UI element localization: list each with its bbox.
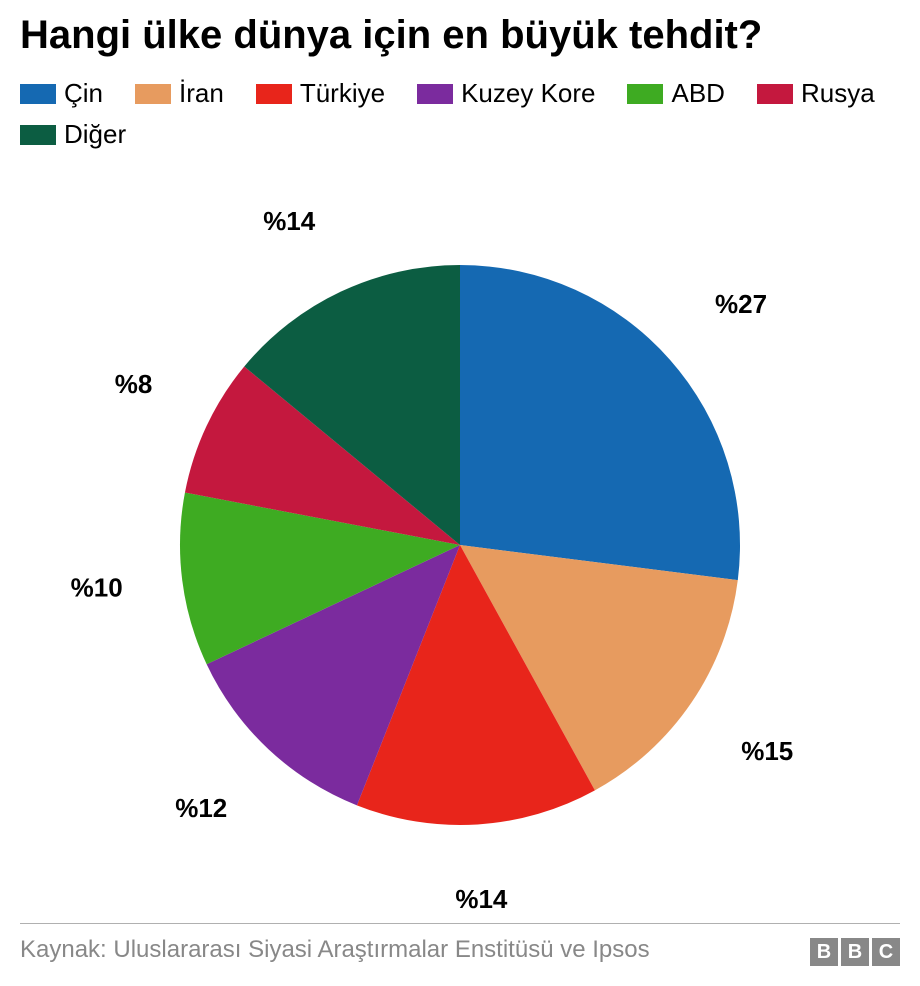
legend-label: Türkiye (300, 78, 385, 109)
slice-label: %15 (741, 736, 793, 767)
legend-label: Kuzey Kore (461, 78, 595, 109)
slice-label: %10 (71, 572, 123, 603)
pie-chart: %27%15%14%12%10%8%14 (20, 170, 900, 870)
bbc-logo: BBC (810, 934, 900, 966)
legend-item: Kuzey Kore (417, 78, 595, 109)
legend: Çin İran Türkiye Kuzey Kore ABD Rusya Diğer (20, 78, 900, 150)
slice-label: %14 (455, 884, 507, 915)
legend-label: İran (179, 78, 224, 109)
pie-slice (460, 265, 740, 580)
legend-label: Çin (64, 78, 103, 109)
footer: Kaynak: Uluslararası Siyasi Araştırmalar… (20, 923, 900, 966)
source-text: Kaynak: Uluslararası Siyasi Araştırmalar… (20, 934, 790, 965)
legend-item: Çin (20, 78, 103, 109)
legend-swatch (20, 125, 56, 145)
legend-label: Diğer (64, 119, 126, 150)
legend-item: ABD (627, 78, 724, 109)
chart-title: Hangi ülke dünya için en büyük tehdit? (20, 12, 900, 58)
slice-label: %12 (175, 793, 227, 824)
legend-swatch (627, 84, 663, 104)
legend-item: Rusya (757, 78, 875, 109)
legend-label: ABD (671, 78, 724, 109)
legend-swatch (417, 84, 453, 104)
legend-item: İran (135, 78, 224, 109)
slice-label: %14 (263, 206, 315, 237)
logo-letter: B (841, 938, 869, 966)
logo-letter: B (810, 938, 838, 966)
legend-label: Rusya (801, 78, 875, 109)
legend-swatch (757, 84, 793, 104)
legend-item: Diğer (20, 119, 126, 150)
legend-item: Türkiye (256, 78, 385, 109)
legend-swatch (20, 84, 56, 104)
legend-swatch (135, 84, 171, 104)
legend-swatch (256, 84, 292, 104)
logo-letter: C (872, 938, 900, 966)
slice-label: %8 (115, 369, 153, 400)
slice-label: %27 (715, 289, 767, 320)
